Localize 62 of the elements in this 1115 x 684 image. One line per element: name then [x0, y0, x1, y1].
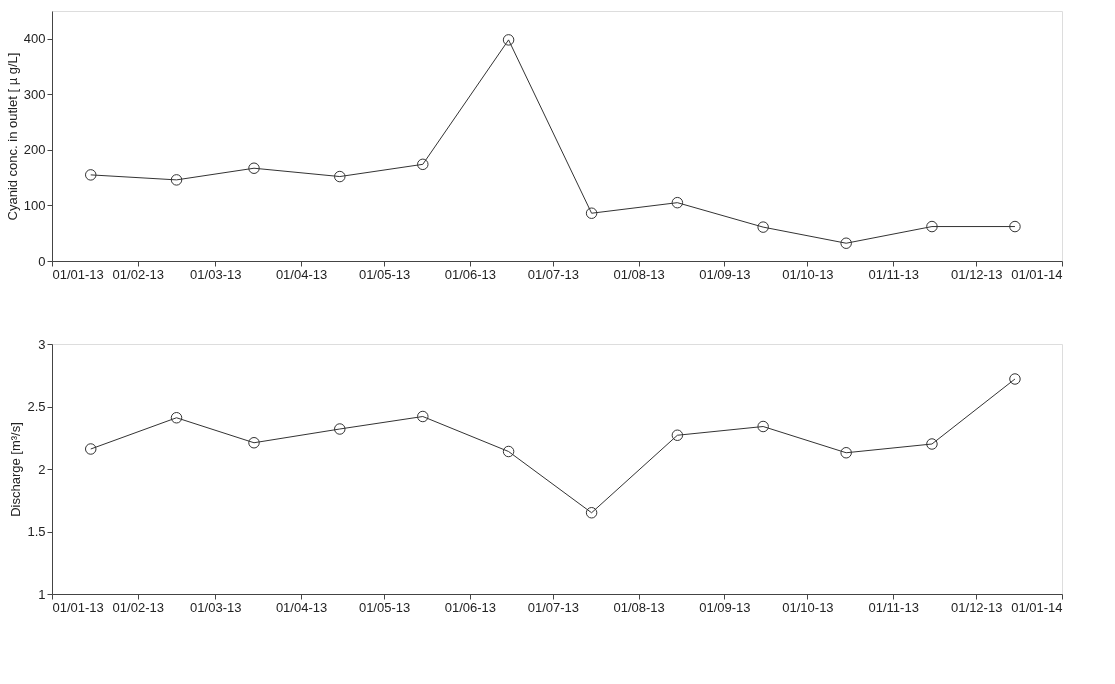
x-tick-label: 01/06-13 — [444, 599, 496, 615]
x-tick-label: 01/04-13 — [275, 266, 328, 282]
point — [926, 220, 938, 233]
x-tick-label: 01/12-13 — [951, 266, 1003, 282]
x-tick-label: 01/07-13 — [527, 599, 580, 615]
point — [502, 445, 515, 458]
y-tick-label: 100 — [23, 197, 46, 213]
x-tick-label: 01/11-13 — [868, 266, 919, 282]
point — [334, 170, 346, 183]
x-tick-label: 01/01-13 — [52, 266, 104, 282]
point — [248, 162, 260, 174]
y-axis-title: Discharge [m³/s] — [8, 422, 24, 517]
point — [170, 412, 183, 424]
y-tick-label: 400 — [23, 31, 46, 47]
y-tick-label: 200 — [23, 142, 46, 158]
point — [417, 158, 429, 171]
point — [1009, 373, 1021, 385]
point — [757, 420, 769, 433]
point — [248, 437, 260, 449]
point — [926, 438, 938, 450]
x-tick-label: 01/06-13 — [444, 266, 496, 282]
x-tick-label: 01/10-13 — [782, 266, 834, 282]
point — [585, 207, 598, 219]
point — [85, 443, 97, 455]
x-tick-label: 01/11-13 — [868, 599, 919, 615]
y-tick-label: 0 — [38, 253, 46, 269]
point — [170, 174, 183, 186]
y-tick-label: 2 — [38, 461, 46, 477]
point — [840, 447, 852, 459]
point — [585, 507, 598, 519]
x-tick-label: 01/01-14 — [1011, 266, 1063, 282]
x-tick-label: 01/05-13 — [358, 266, 411, 282]
y-tick-label: 1 — [38, 586, 46, 602]
point — [671, 196, 684, 209]
y-tick-label: 300 — [23, 86, 46, 102]
x-tick-label: 01/05-13 — [358, 599, 411, 615]
x-tick-label: 01/02-13 — [112, 599, 164, 615]
y-tick-label: 3 — [38, 336, 46, 352]
x-tick-label: 01/09-13 — [699, 599, 751, 615]
x-tick-label: 01/03-13 — [190, 266, 242, 282]
point — [334, 423, 346, 435]
point — [85, 169, 97, 181]
point — [757, 221, 769, 233]
x-tick-label: 01/09-13 — [699, 266, 751, 282]
x-tick-label: 01/01-14 — [1011, 599, 1063, 615]
point — [671, 429, 684, 441]
x-tick-label: 01/02-13 — [112, 266, 164, 282]
point — [502, 34, 515, 46]
point — [417, 410, 429, 423]
x-tick-label: 01/04-13 — [275, 599, 328, 615]
point — [840, 237, 852, 249]
x-tick-label: 01/03-13 — [190, 599, 242, 615]
x-tick-label: 01/08-13 — [613, 599, 665, 615]
y-tick-label: 1.5 — [27, 524, 46, 539]
x-tick-label: 01/07-13 — [527, 266, 580, 282]
x-tick-label: 01/12-13 — [951, 599, 1003, 615]
point — [1009, 220, 1021, 233]
y-axis-title: Cyanid conc. in outlet [ µ g/L] — [4, 52, 20, 221]
x-tick-label: 01/10-13 — [782, 599, 834, 615]
x-tick-label: 01/01-13 — [52, 599, 104, 615]
y-tick-label: 2.5 — [27, 399, 46, 414]
x-tick-label: 01/08-13 — [613, 266, 665, 282]
